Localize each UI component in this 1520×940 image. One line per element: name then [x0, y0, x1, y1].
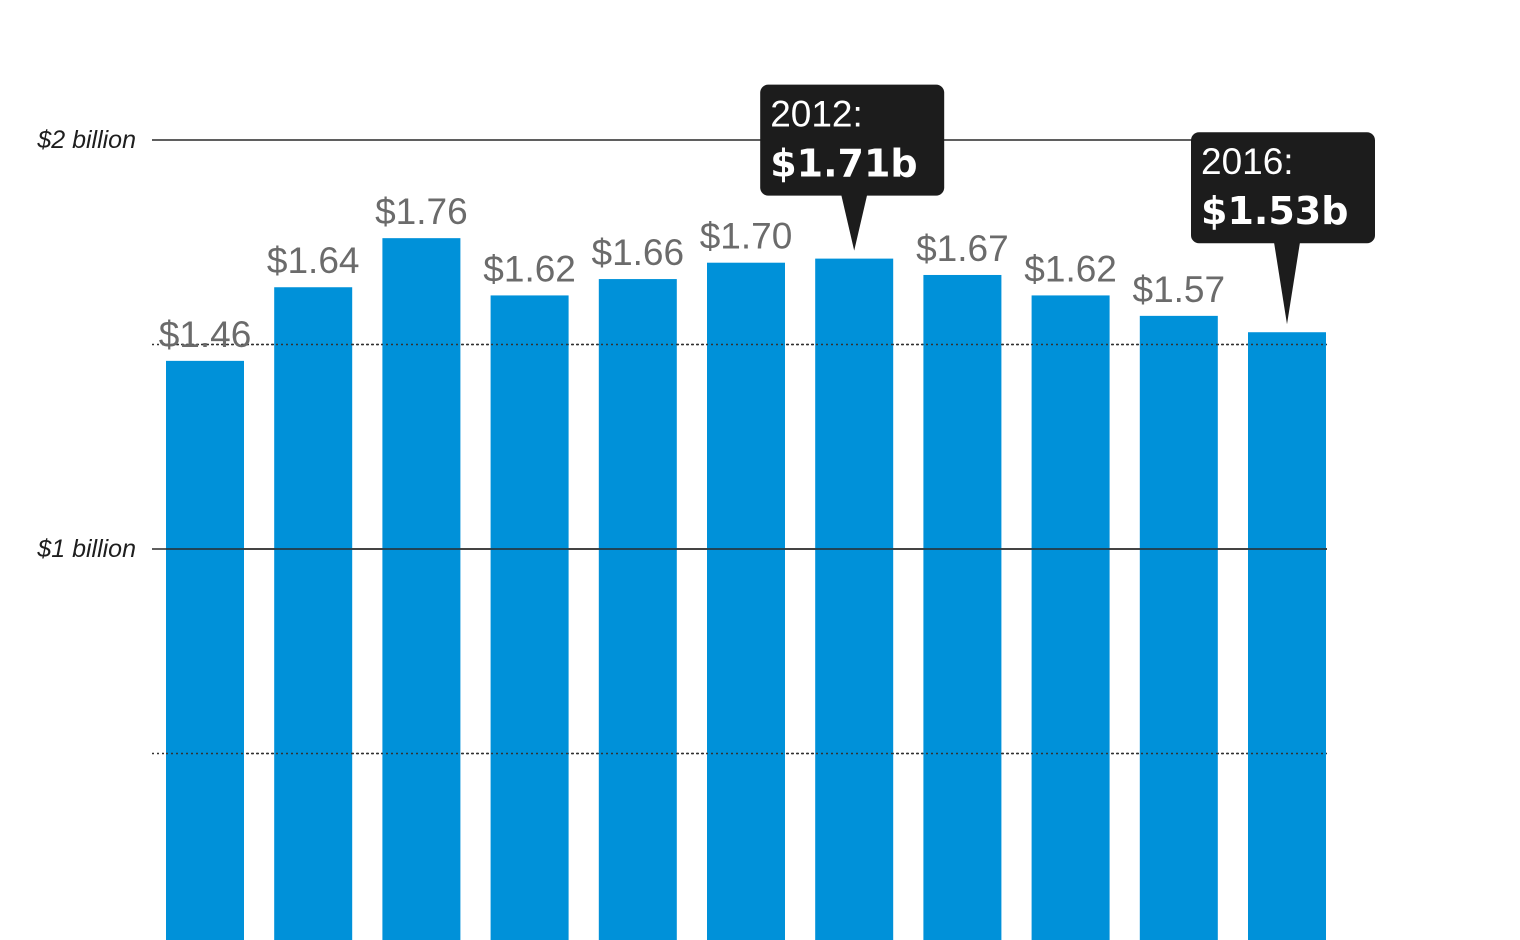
y-tick-label: $1 billion	[36, 535, 136, 563]
data-label: $1.66	[592, 232, 685, 273]
data-label: $1.46	[159, 314, 252, 355]
y-tick-label: $2 billion	[36, 126, 136, 154]
bar	[815, 258, 894, 940]
callouts: 2012: $1.71b 2016: $1.53b	[760, 84, 1375, 325]
data-label: $1.57	[1133, 269, 1226, 310]
callout-value: $1.53b	[1201, 189, 1348, 233]
bar	[1031, 295, 1110, 940]
callout-box	[760, 84, 945, 196]
overlay-gridlines	[166, 343, 1327, 755]
bar	[274, 287, 353, 940]
bar	[1139, 315, 1218, 940]
value-labels: $1.46 $1.64 $1.76 $1.62 $1.66 $1.70 $1.67 $1.62…	[159, 191, 1225, 355]
callout: 2012: $1.71b	[760, 84, 945, 251]
data-label: $1.64	[267, 240, 360, 281]
data-label: $1.62	[483, 248, 576, 289]
bar	[490, 295, 569, 940]
bar	[382, 238, 461, 940]
data-label: $1.76	[375, 191, 468, 232]
bar	[707, 262, 785, 940]
callout: 2016: $1.53b	[1191, 132, 1375, 325]
callout-year: 2012:	[770, 94, 863, 135]
callout-pointer	[841, 194, 868, 251]
bar	[923, 274, 1002, 940]
bar	[598, 279, 677, 940]
callout-year: 2016:	[1201, 141, 1294, 182]
bar	[166, 360, 244, 940]
callout-pointer	[1274, 242, 1300, 325]
bars	[166, 238, 1326, 940]
bar	[1248, 332, 1326, 940]
data-label: $1.62	[1024, 248, 1117, 289]
callout-value: $1.71b	[770, 142, 917, 186]
data-label: $1.70	[700, 216, 793, 257]
data-label: $1.67	[916, 228, 1009, 269]
callout-box	[1191, 132, 1375, 244]
